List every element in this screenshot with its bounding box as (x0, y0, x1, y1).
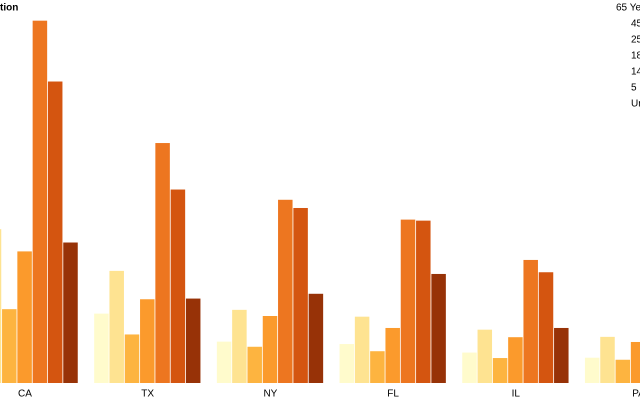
bar (216, 341, 232, 383)
x-tick-label: TX (141, 389, 154, 400)
x-tick-label: PA (632, 389, 640, 400)
bar (554, 327, 569, 383)
legend-label: 65 Yea (616, 3, 640, 14)
bar (278, 199, 293, 383)
bar (293, 207, 308, 383)
bar (538, 272, 554, 383)
legend-label: 5 (631, 83, 637, 94)
bar (140, 299, 155, 383)
legend-label: 25 (631, 35, 640, 46)
bar (2, 309, 17, 383)
legend-label: 18 (631, 51, 640, 62)
x-tick-label: IL (512, 389, 521, 400)
legend-label: 14 (631, 67, 640, 78)
legend-label: Ur (631, 99, 640, 110)
bar (247, 346, 262, 383)
bar (170, 189, 186, 383)
chart-title: tion (0, 3, 18, 14)
bar (630, 341, 640, 383)
x-tick-label: CA (18, 389, 32, 400)
bar (492, 358, 508, 383)
bar (400, 219, 416, 383)
bar (354, 316, 370, 383)
bar (600, 336, 615, 383)
bar (477, 329, 493, 383)
bar (339, 344, 355, 383)
bar (155, 143, 170, 383)
bar (63, 242, 78, 383)
legend-label: 45 (631, 19, 640, 30)
x-tick-label: FL (387, 389, 399, 400)
bar (615, 359, 631, 383)
bar (185, 298, 201, 383)
bar (385, 327, 400, 383)
bar (94, 313, 109, 383)
bar (308, 293, 324, 383)
bar (508, 337, 523, 383)
bar (370, 351, 385, 383)
bar (109, 270, 124, 383)
bar (232, 309, 247, 383)
bar (262, 316, 278, 383)
bar (17, 251, 32, 383)
bar (462, 352, 477, 383)
bar (431, 273, 446, 383)
bar (523, 259, 538, 383)
bar (584, 357, 600, 383)
x-tick-label: NY (263, 389, 277, 400)
bar (124, 334, 140, 383)
bar (416, 220, 431, 383)
bar (0, 229, 2, 383)
bar (47, 81, 63, 384)
bar (32, 20, 48, 383)
